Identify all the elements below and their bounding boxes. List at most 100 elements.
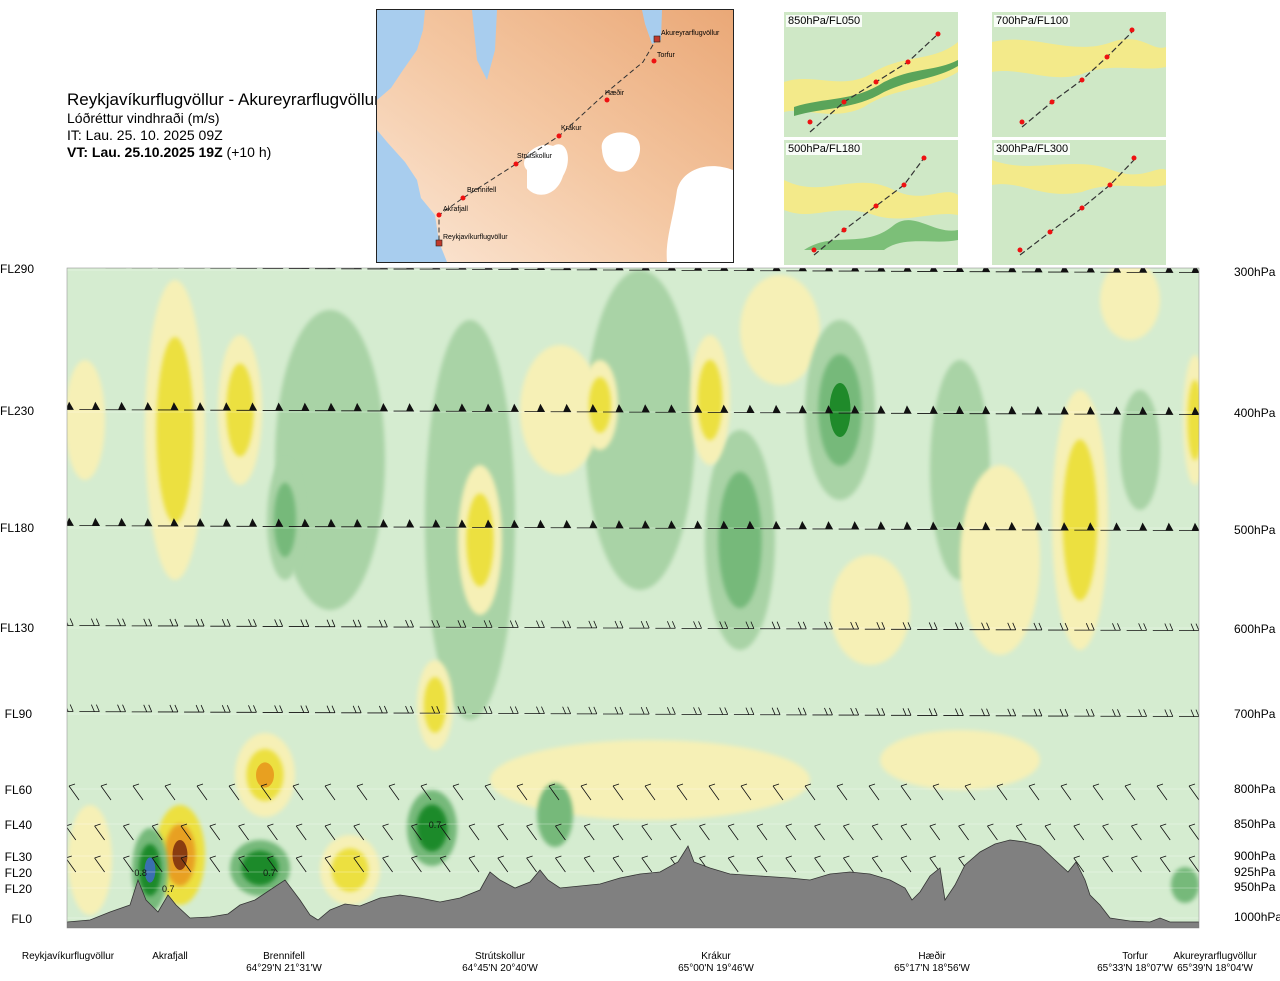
wind-barb xyxy=(814,823,825,841)
wind-barb xyxy=(151,855,163,873)
wind-barb xyxy=(555,855,566,873)
up-streak-k-outer xyxy=(1100,268,1160,340)
wind-barb xyxy=(123,823,134,841)
wind-barb xyxy=(838,268,860,272)
up-core-brennifell-inner xyxy=(256,762,274,788)
p-tick-5: 800hPa xyxy=(1234,782,1276,796)
p-tick-7: 900hPa xyxy=(1234,849,1276,863)
loc-coord: 65°33'N 18°07'W xyxy=(1097,963,1173,974)
wind-barb xyxy=(184,704,205,713)
wind-barb xyxy=(995,622,1017,631)
wind-barb xyxy=(388,783,400,801)
wind-barb xyxy=(131,401,153,411)
wind-barb xyxy=(917,708,938,716)
wind-barb xyxy=(740,783,752,801)
up-streak-n-mid xyxy=(423,677,447,733)
wind-barb xyxy=(315,705,336,714)
p-tick-9: 950hPa xyxy=(1234,880,1276,894)
wind-barb xyxy=(236,402,258,411)
wind-barb xyxy=(707,621,729,629)
wind-barb xyxy=(1188,823,1199,841)
wind-barb xyxy=(1159,823,1171,841)
loc-krakur: Krákur 65°00'N 19°46'W xyxy=(678,951,754,975)
p-tick-0: 300hPa xyxy=(1234,265,1276,279)
wind-barb xyxy=(445,620,467,628)
wind-barb xyxy=(315,619,336,628)
wind-barb xyxy=(576,620,598,629)
wind-barb xyxy=(131,618,153,627)
wind-barb xyxy=(550,403,572,413)
issue-time: IT: Lau. 25. 10. 2025 09Z xyxy=(67,127,223,143)
wind-barb xyxy=(786,621,807,630)
wind-barb xyxy=(295,823,307,841)
p-tick-6: 850hPa xyxy=(1234,817,1276,831)
fl-tick-1: FL230 xyxy=(0,404,35,418)
wind-barb xyxy=(209,823,221,841)
wind-barb xyxy=(760,707,781,716)
up-streak-g-mid xyxy=(697,359,723,441)
wind-barb xyxy=(393,403,415,412)
wind-barb xyxy=(812,707,833,716)
wind-barb xyxy=(79,618,100,626)
wind-barb xyxy=(498,620,519,628)
wind-barb xyxy=(969,622,990,631)
wind-barb xyxy=(472,519,493,528)
wind-barb xyxy=(864,405,886,414)
wind-barb xyxy=(53,260,73,267)
wind-barb xyxy=(814,855,825,873)
wind-barb xyxy=(105,401,127,411)
wind-barb xyxy=(786,404,807,414)
wind-barb xyxy=(969,405,991,415)
wind-barb xyxy=(583,823,595,841)
wind-barb xyxy=(1048,268,1069,273)
velocity-blobs xyxy=(67,268,1199,915)
wind-barb xyxy=(727,855,739,873)
wind-barb xyxy=(184,402,205,411)
wind-barb xyxy=(786,268,807,272)
wind-barb xyxy=(676,783,688,801)
wind-barb xyxy=(367,519,389,528)
wind-barb xyxy=(943,708,964,716)
wind-barb xyxy=(1048,708,1069,717)
wind-barb xyxy=(37,856,47,872)
wind-barb xyxy=(812,521,834,530)
wind-barb xyxy=(864,622,886,630)
thumb-700hpa: 700hPa/FL100 xyxy=(992,12,1166,137)
wind-barb xyxy=(526,855,537,873)
wind-barb xyxy=(838,621,860,630)
wind-barb xyxy=(419,519,441,528)
wind-barb xyxy=(419,620,441,628)
glacier-vatnajokull xyxy=(666,166,733,262)
wind-barb xyxy=(576,268,598,271)
wind-barb xyxy=(1021,268,1043,273)
loc-strutskollur: Strútskollur 64°45'N 20°40'W xyxy=(462,951,538,975)
wind-barb xyxy=(498,403,519,412)
wind-barb xyxy=(105,268,127,269)
wind-barb xyxy=(1074,268,1095,273)
wind-barb xyxy=(315,268,336,270)
up-streak-i-outer xyxy=(960,465,1040,655)
wind-barb xyxy=(67,823,77,841)
low-up-band-b-outer xyxy=(880,730,1040,790)
wind-barb xyxy=(1179,522,1199,532)
wind-barb xyxy=(1102,823,1113,841)
wind-barb xyxy=(917,268,938,272)
barb-row-6 xyxy=(67,823,1199,841)
wind-barb xyxy=(267,823,278,841)
wind-barb xyxy=(210,619,231,627)
up-streak-h-outer xyxy=(740,275,820,385)
wind-barb xyxy=(1152,522,1174,531)
wind-barb xyxy=(707,404,729,413)
loc-reykjavikurflugvollur: Reykjavíkurflugvöllur xyxy=(22,951,114,963)
wind-barb xyxy=(439,823,451,841)
wind-barb xyxy=(655,621,676,629)
wind-barb xyxy=(812,621,833,630)
wind-barb xyxy=(411,823,422,841)
p-tick-2: 500hPa xyxy=(1234,523,1276,537)
wind-barb xyxy=(996,783,1008,801)
cross-section: 0.8 0.7 0.7 0.7 xyxy=(0,255,1280,950)
route-map: Akureyrarflugvöllur Torfur Hæðir Krákur … xyxy=(376,9,734,263)
wind-barb xyxy=(420,783,432,801)
valid-time: VT: Lau. 25.10.2025 19Z (+10 h) xyxy=(67,144,380,161)
wind-barb xyxy=(681,621,702,629)
